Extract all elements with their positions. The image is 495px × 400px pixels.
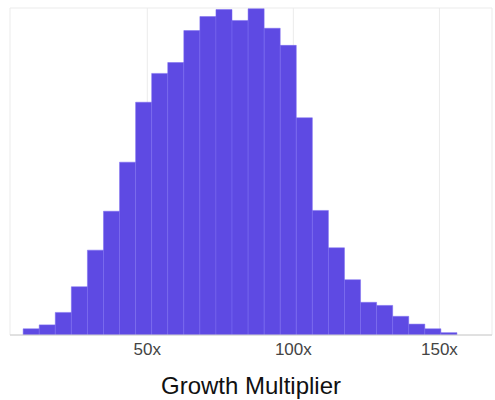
- svg-text:100x: 100x: [275, 340, 312, 359]
- svg-text:50x: 50x: [134, 340, 162, 359]
- svg-text:150x: 150x: [421, 340, 458, 359]
- svg-text:Growth Multiplier: Growth Multiplier: [161, 372, 341, 399]
